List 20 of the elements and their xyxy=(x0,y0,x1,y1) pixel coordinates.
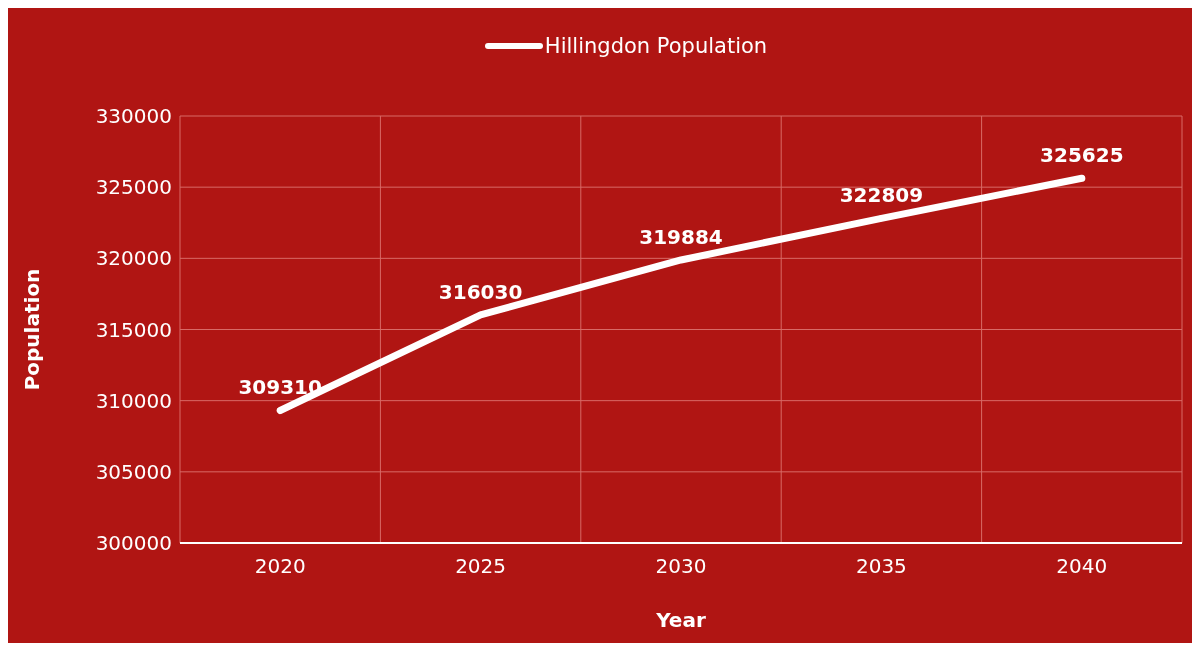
data-label: 316030 xyxy=(438,279,523,304)
data-label: 322809 xyxy=(839,183,924,208)
data-label: 309310 xyxy=(238,375,322,400)
y-axis-title: Population xyxy=(20,268,45,391)
y-tick-label: 305000 xyxy=(95,459,172,484)
x-axis-title: Year xyxy=(655,608,706,632)
x-tick-label: 2040 xyxy=(1056,554,1108,579)
data-label: 319884 xyxy=(639,224,723,249)
y-tick-label: 300000 xyxy=(95,531,172,556)
x-tick-label: 2025 xyxy=(455,554,507,579)
x-tick-label: 2030 xyxy=(655,554,707,579)
x-tick-label: 2035 xyxy=(855,554,907,579)
legend-label: Hillingdon Population xyxy=(544,34,768,58)
y-tick-label: 310000 xyxy=(95,388,172,413)
y-tick-label: 330000 xyxy=(95,104,172,129)
y-tick-label: 325000 xyxy=(95,175,172,200)
y-tick-label: 315000 xyxy=(95,317,172,342)
y-tick-label: 320000 xyxy=(95,246,172,271)
data-label: 325625 xyxy=(1040,143,1124,168)
x-tick-label: 2020 xyxy=(254,554,306,579)
